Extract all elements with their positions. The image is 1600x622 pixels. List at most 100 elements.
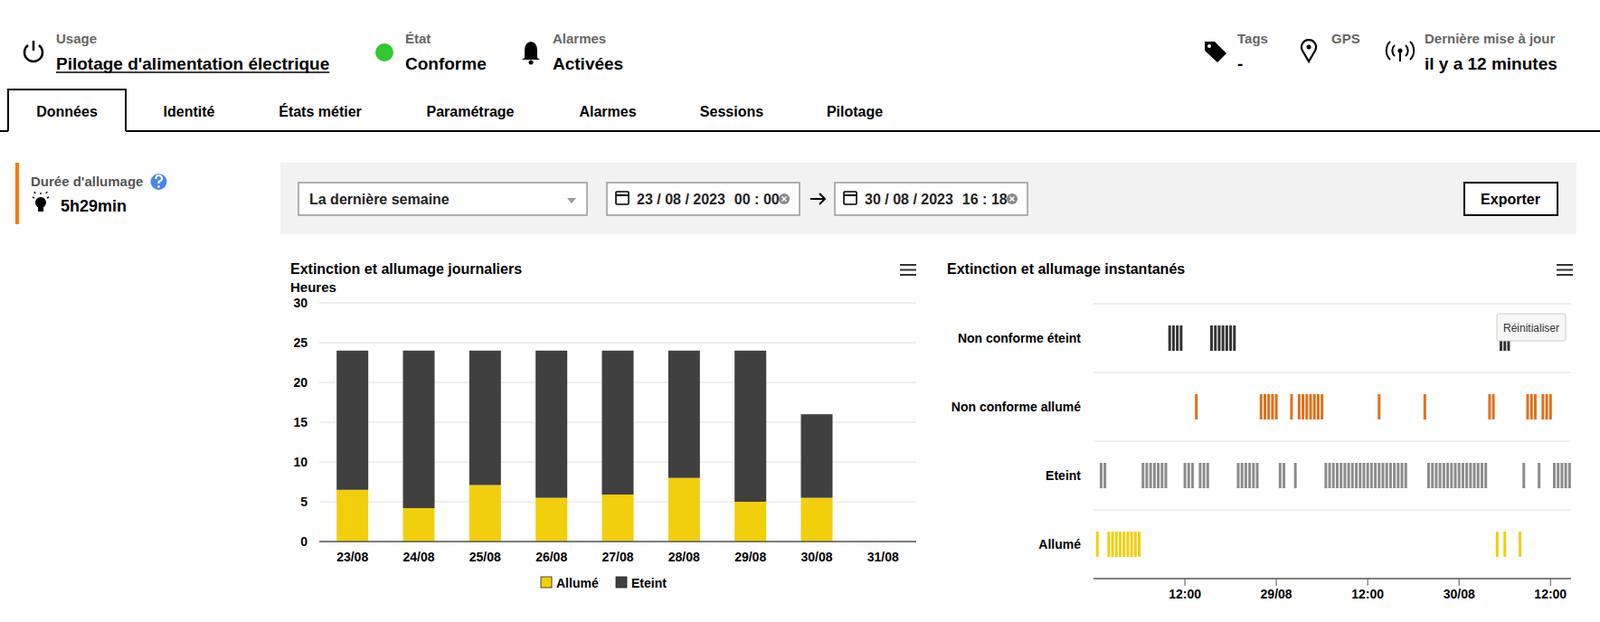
clear-icon[interactable] [778,193,790,205]
event-mark [1297,394,1301,420]
y-tick-label: 25 [293,335,308,351]
x-tick-label: 12:00 [1168,586,1202,602]
menu-icon[interactable] [1556,274,1573,276]
bar-segment [668,478,701,542]
event-mark [1347,463,1351,489]
row-label: Non conforme allumé [951,399,1081,415]
x-tick-label: 30/08 [800,549,833,565]
help-icon [155,175,162,184]
tab-line [0,130,9,133]
y-axis-label: Heures [290,279,337,295]
legend-label[interactable]: Allumé [556,576,599,591]
event-mark [1122,531,1126,558]
date-value: 30 / 08 / 2023 [864,191,954,208]
event-mark [1229,325,1232,351]
date-input[interactable] [606,182,800,216]
event-mark [1187,463,1191,489]
y-axis [319,302,321,542]
event-mark [1354,463,1358,489]
header-label: Usage [56,30,97,47]
bar-segment [336,490,369,542]
header-value: Activées [552,54,624,74]
menu-icon[interactable] [899,274,917,276]
event-mark [1263,394,1267,420]
event-mark [1221,325,1225,351]
event-mark [1202,463,1206,489]
event-mark [1370,463,1373,489]
event-mark [1289,394,1293,420]
clear-icon[interactable] [1006,193,1018,205]
x-tick [1276,578,1278,587]
tab[interactable]: États métier [278,103,362,120]
tab[interactable]: Pilotage [826,104,883,120]
event-mark [1232,325,1236,351]
legend-swatch [615,577,627,588]
chart-title: Extinction et allumage instantanés [946,261,1185,277]
event-mark [1439,463,1442,489]
bar-segment [602,350,635,495]
grid-line [319,302,917,304]
tab-line [125,130,1600,133]
period-select[interactable] [298,182,587,216]
export-button[interactable] [1464,182,1558,216]
x-tick [1458,578,1460,587]
filter-background [280,162,1577,235]
bars [336,350,833,542]
help-icon[interactable] [150,173,167,190]
tab[interactable]: Alarmes [578,104,636,120]
bulb-icon [37,207,44,212]
tab-active[interactable]: Données [36,104,98,120]
range-arrow [810,193,825,205]
event-mark [1313,394,1316,420]
event-mark [1160,463,1164,489]
event-mark [1385,463,1389,489]
row-label: Non conforme éteint [957,331,1081,346]
grid-line [319,342,917,344]
tab[interactable]: Paramétrage [426,104,515,120]
bulb-icon [32,191,49,199]
event-mark [1316,394,1320,420]
tab[interactable]: Sessions [700,104,764,120]
y-tick-label: 15 [293,415,308,430]
event-mark [1294,463,1298,489]
legend-label[interactable]: Eteint [631,576,667,591]
event-mark [1454,463,1458,489]
event-mark [1141,463,1145,489]
event-mark [1126,531,1129,558]
event-mark [1175,325,1179,351]
header-value[interactable]: Pilotage d'alimentation électrique [56,54,330,74]
calendar-icon [843,191,857,205]
menu-icon[interactable] [1556,269,1573,272]
y-tick-label: 30 [293,295,308,311]
chart-instant: Extinction et allumage instantanés Non co… [946,261,1573,602]
event-mark [1457,463,1461,489]
date-input[interactable] [834,182,1028,216]
event-mark [1244,463,1248,489]
event-mark [1198,463,1202,489]
clear-icon [1010,197,1015,202]
event-mark [1156,463,1160,489]
status-dot [375,43,394,62]
event-mark [1267,394,1270,420]
menu-icon[interactable] [899,269,917,272]
row-label: Eteint [1045,468,1081,483]
tab[interactable]: Identité [163,104,216,120]
event-mark [1217,325,1221,351]
header-label: État [405,30,431,47]
event-mark [1153,463,1156,489]
bar-segment [336,350,369,491]
menu-icon[interactable] [899,264,917,266]
reset-button[interactable] [1496,313,1566,341]
bell-icon [529,60,534,66]
event-mark [1343,463,1346,489]
row-separator [1093,441,1572,443]
y-tick-label: 20 [293,375,308,390]
event-mark [1115,531,1118,558]
time-value: 00 : 00 [734,191,780,208]
event-mark [1560,463,1563,489]
antenna-icon [1399,52,1402,62]
menu-icon[interactable] [1556,264,1573,266]
reset-label[interactable]: Réinitialiser [1503,321,1560,335]
export-label[interactable]: Exporter [1480,191,1541,208]
event-mark [1495,531,1499,558]
